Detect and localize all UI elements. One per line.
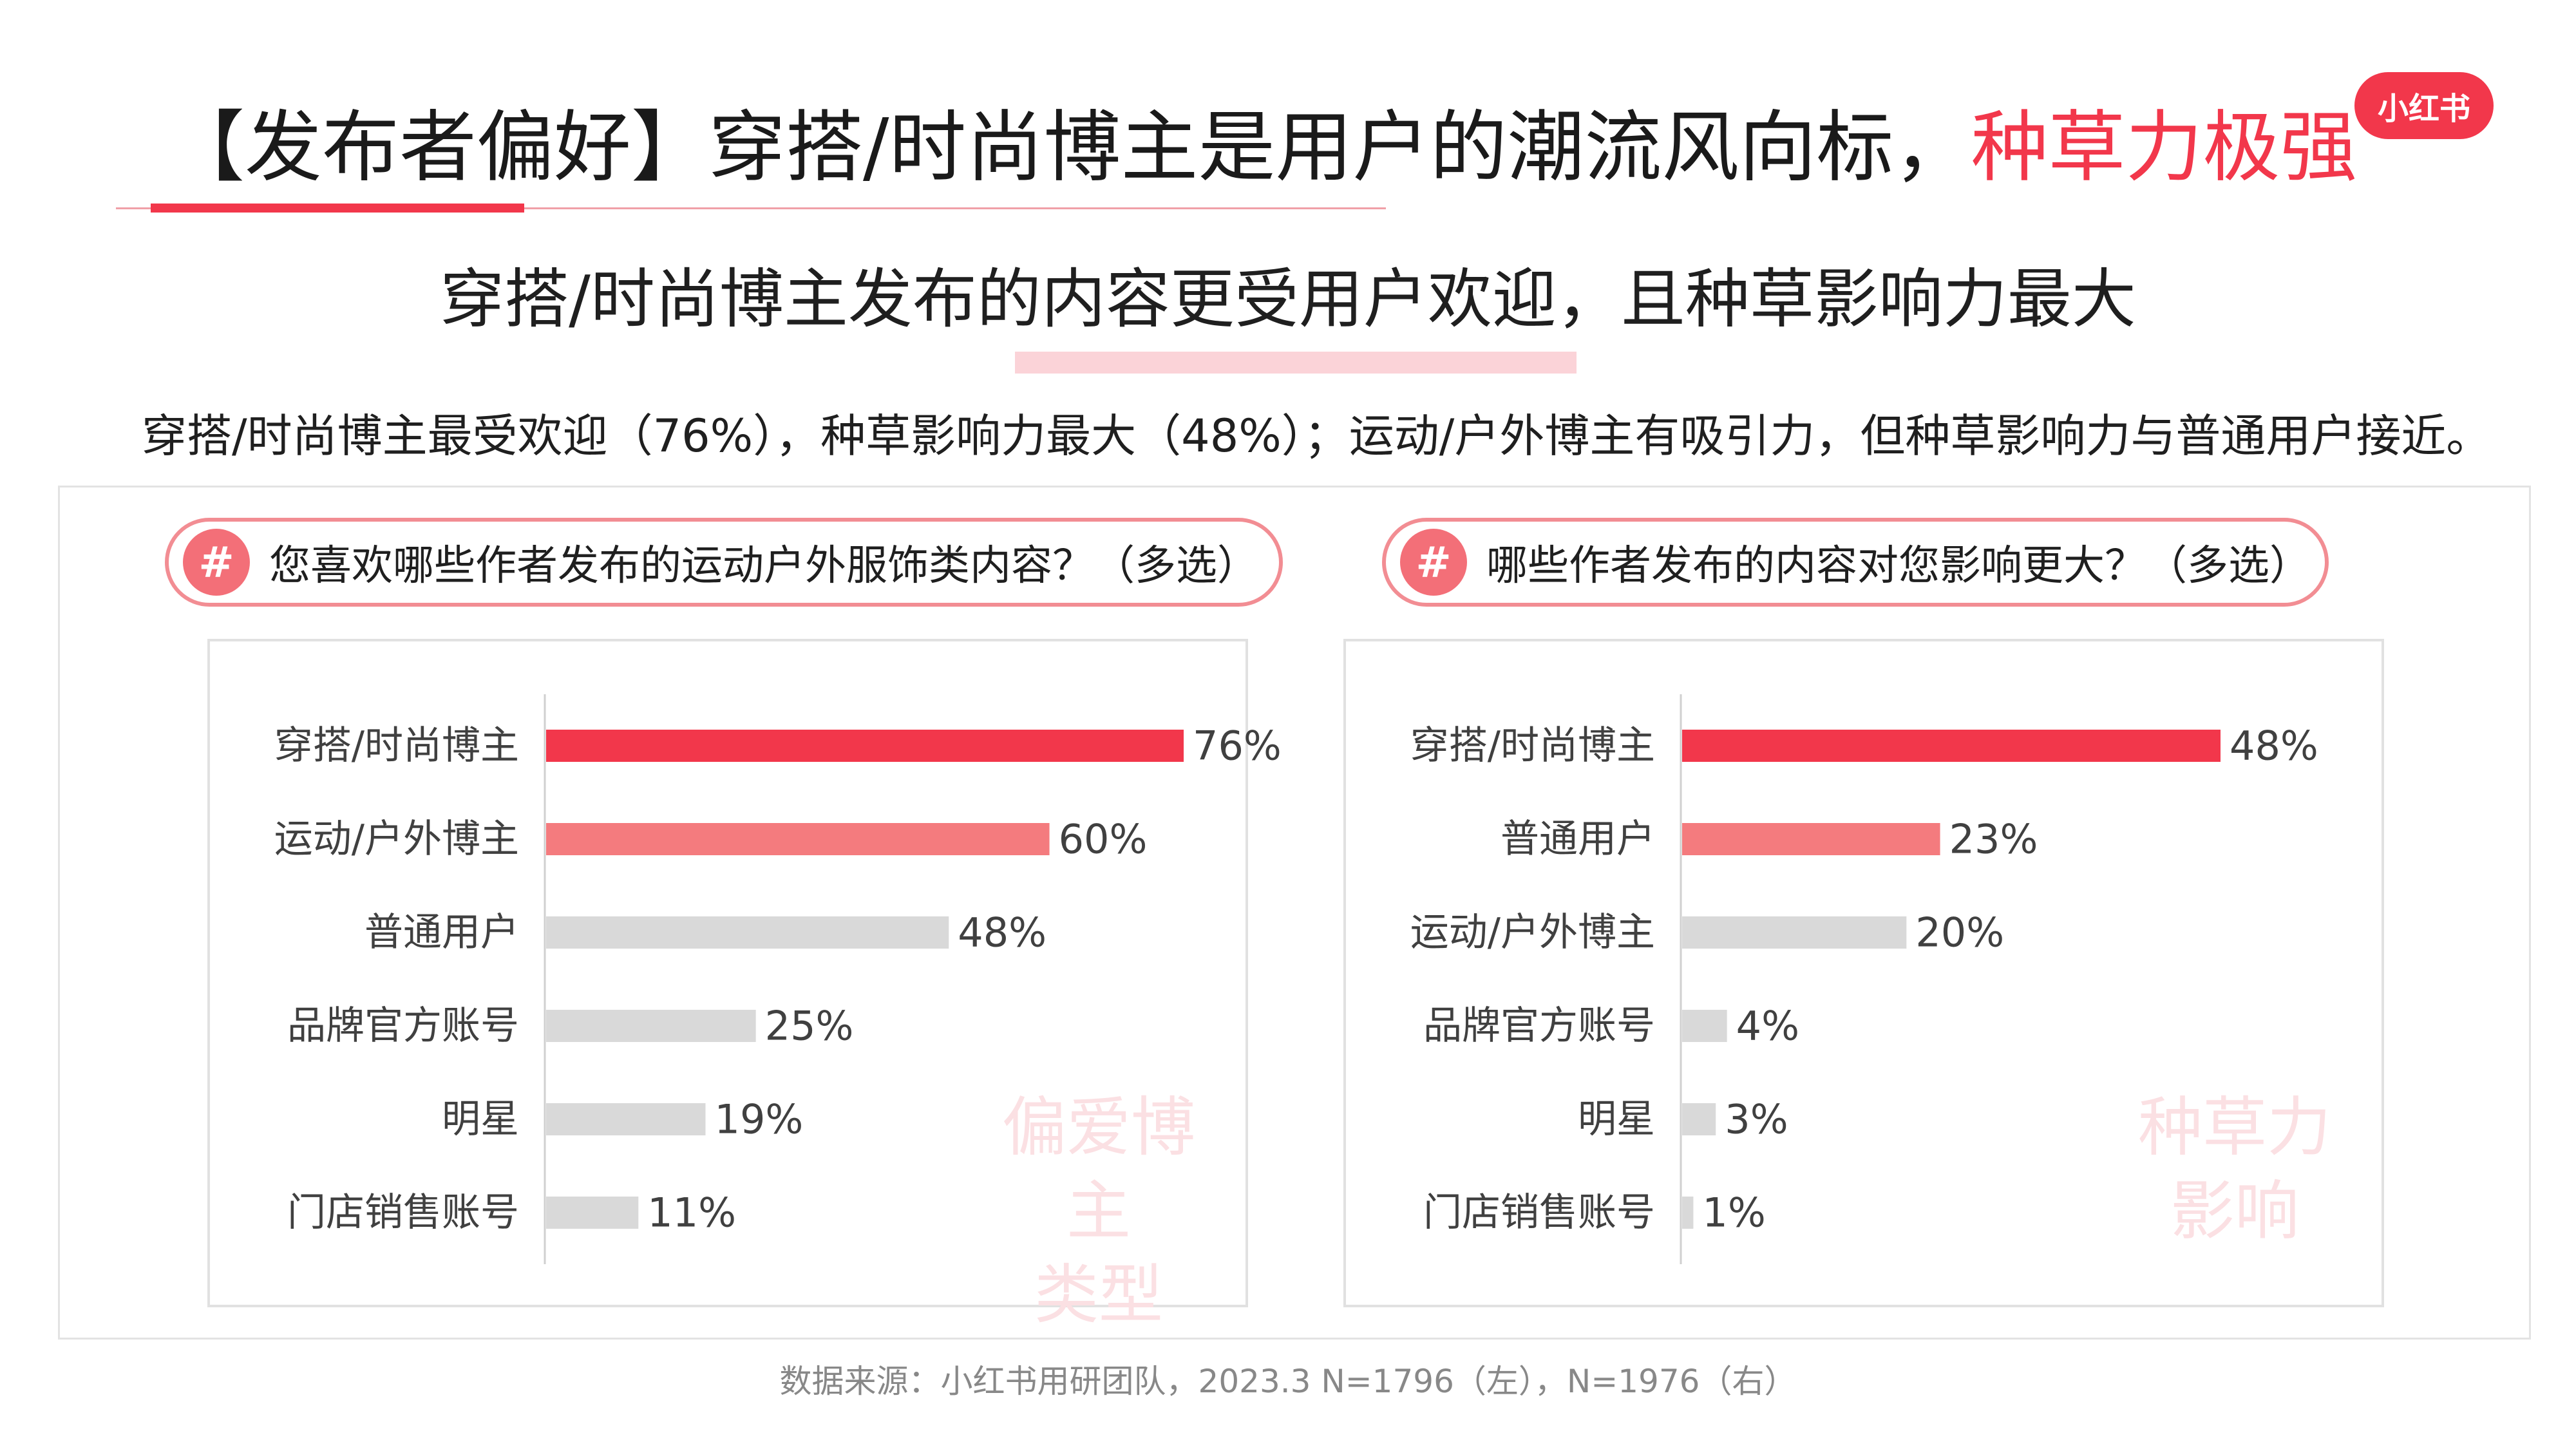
hashtag-icon: # [1400,529,1467,596]
bar [1682,1010,1727,1042]
page-title: 【发布者偏好】穿搭/时尚博主是用户的潮流风向标，种草力极强 [167,90,2357,206]
bar [546,1010,756,1042]
chart-box-right: 穿搭/时尚博主 48% 普通用户 23% 运动/户外博主 20% 品牌官方账号 4% 明星 3% 门… [1343,639,2384,1307]
watermark-line: 种草力 [2138,1090,2331,1165]
bar [546,916,949,949]
value-label: 25% [765,1003,854,1050]
subtitle: 穿搭/时尚博主发布的内容更受用户欢迎，且种草影响力最大 [440,261,2136,337]
question-text-right: 哪些作者发布的内容对您影响更大？（多选） [1486,542,2311,590]
bar [546,1197,639,1229]
question-text-left: 您喜欢哪些作者发布的运动户外服饰类内容？（多选） [269,542,1258,590]
title-accent: 种草力极强 [1971,103,2358,193]
bar [546,730,1184,762]
bar [1682,916,1907,949]
bar [546,823,1050,855]
question-pill-left: # 您喜欢哪些作者发布的运动户外服饰类内容？（多选） [165,518,1283,607]
category-label: 品牌官方账号 [287,1003,519,1048]
value-label: 23% [1949,816,2038,863]
category-label: 普通用户 [365,910,519,955]
category-label: 门店销售账号 [1423,1190,1655,1235]
title-accent-bar [151,204,524,213]
watermark-line: 影响 [2170,1173,2299,1249]
watermark-right: 种草力 影响 [2132,1086,2338,1253]
data-source-footnote: 数据来源：小红书用研团队，2023.3 N=1796（左），N=1976（右） [779,1363,1797,1400]
bar [1682,1197,1694,1229]
value-label: 11% [647,1189,736,1236]
value-label: 3% [1725,1096,1788,1143]
category-label: 运动/户外博主 [274,817,519,862]
bar-chart-right: 穿搭/时尚博主 48% 普通用户 23% 运动/户外博主 20% 品牌官方账号 4% 明星 3% 门… [1410,694,2318,1264]
watermark-left: 偏爱博主 类型 [983,1086,1215,1337]
category-label: 普通用户 [1501,817,1655,862]
bar [546,1103,706,1135]
bar [1682,730,2221,762]
value-label: 48% [958,909,1046,956]
watermark-line: 类型 [1034,1257,1163,1332]
value-label: 4% [1736,1003,1799,1050]
value-label: 20% [1915,909,2004,956]
value-label: 1% [1702,1189,1765,1236]
category-label: 穿搭/时尚博主 [1410,723,1655,768]
bar-chart-left: 穿搭/时尚博主 76% 运动/户外博主 60% 普通用户 48% 品牌官方账号 25% 明星 19… [274,694,1282,1264]
value-label: 60% [1059,816,1148,863]
title-divider [116,207,1386,209]
chart-box-left: 穿搭/时尚博主 76% 运动/户外博主 60% 普通用户 48% 品牌官方账号 25% 明星 19… [207,639,1282,1332]
content-panel [58,486,2531,1340]
value-label: 19% [715,1096,804,1143]
hashtag-icon: # [183,529,250,596]
xiaohongshu-logo: 小红书 [2354,72,2494,139]
category-label: 运动/户外博主 [1410,910,1655,955]
bar [1682,823,1940,855]
value-label: 76% [1193,723,1282,770]
category-label: 明星 [442,1097,519,1142]
value-label: 48% [2230,723,2318,770]
question-pill-right: # 哪些作者发布的内容对您影响更大？（多选） [1382,518,2329,607]
category-label: 品牌官方账号 [1423,1003,1655,1048]
category-label: 明星 [1578,1097,1655,1142]
category-label: 门店销售账号 [287,1190,519,1235]
subtitle-highlight [1015,352,1577,374]
title-prefix: 【发布者偏好】穿搭/时尚博主是用户的潮流风向标， [167,103,1971,193]
category-label: 穿搭/时尚博主 [274,723,519,768]
summary-text: 穿搭/时尚博主最受欢迎（76%），种草影响力最大（48%）；运动/户外博主有吸引… [142,410,2492,462]
bar [1682,1103,1716,1135]
watermark-line: 偏爱博主 [1002,1090,1195,1249]
